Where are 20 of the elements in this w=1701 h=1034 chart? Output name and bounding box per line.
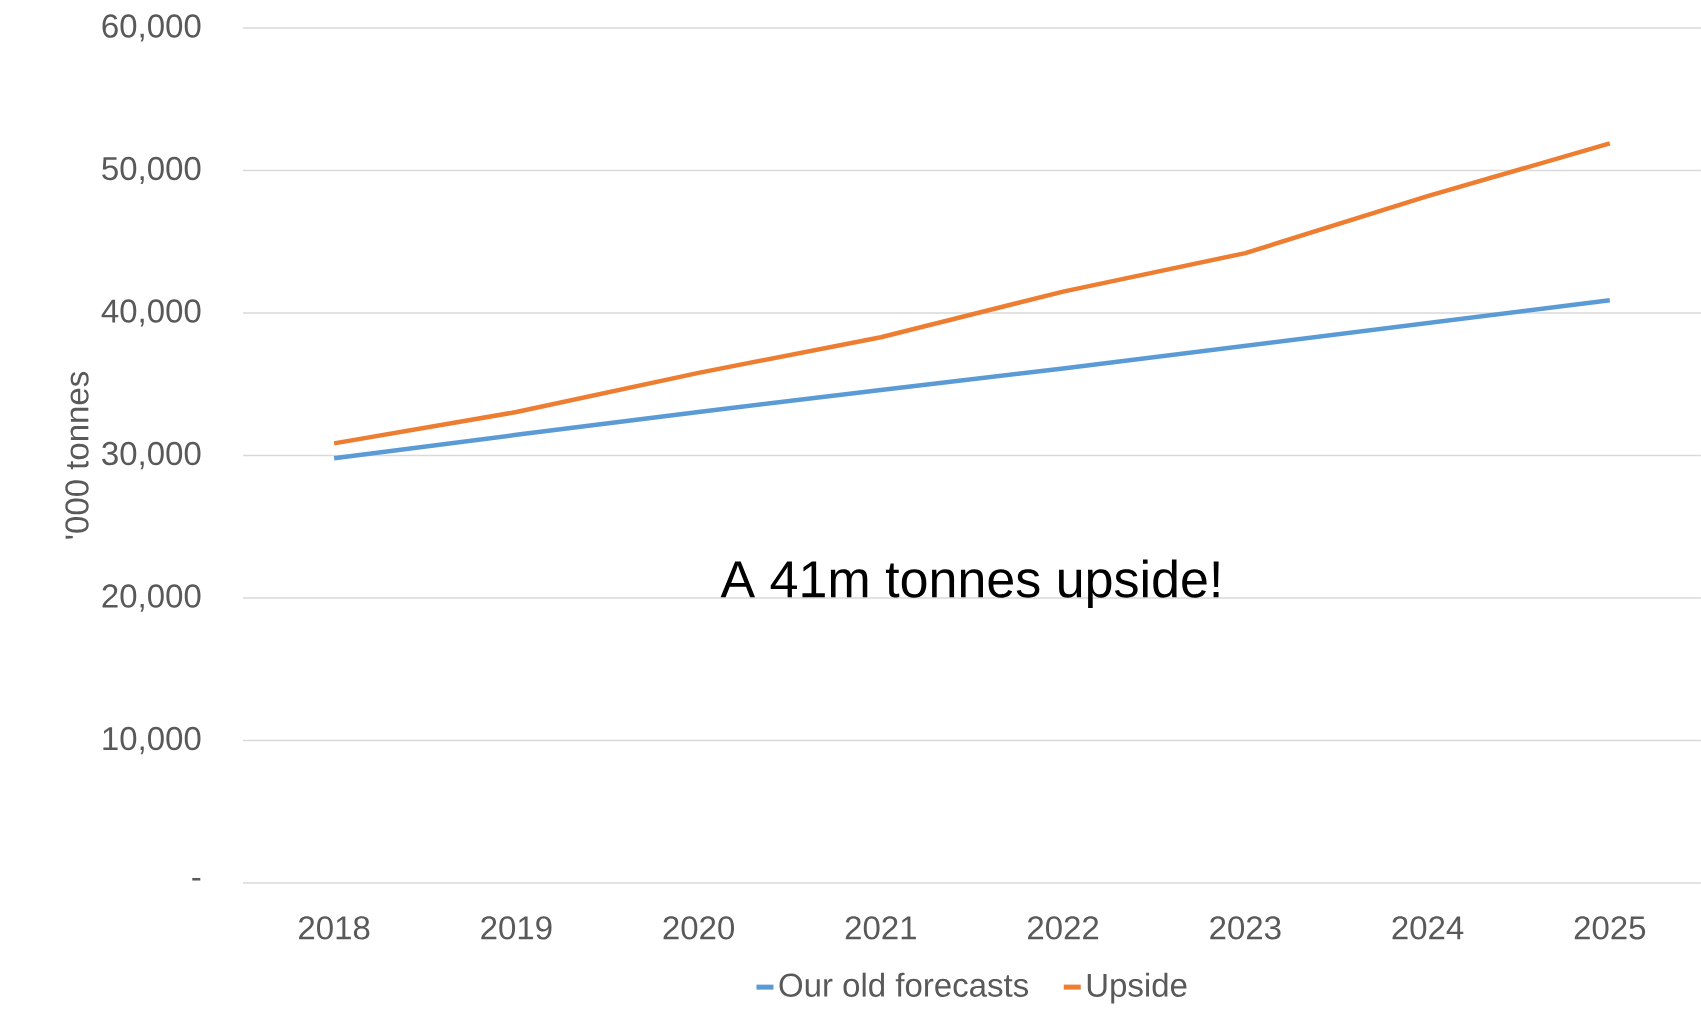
x-tick-label: 2024 — [1392, 916, 1464, 940]
x-tick-label: 2018 — [299, 916, 370, 940]
x-tick-label: 2023 — [1210, 916, 1281, 940]
y-axis-title: '000 tonnes — [65, 371, 89, 539]
annotation: A 41m tonnes upside! — [720, 559, 1219, 608]
legend-label: Upside — [1087, 972, 1187, 1004]
line-series — [331, 141, 1613, 446]
y-tick-label: 60,000 — [102, 14, 201, 42]
legend-label: Our old forecasts — [779, 972, 1029, 997]
y-tick-label: 50,000 — [102, 156, 201, 185]
y-tick-label: - — [192, 877, 201, 881]
x-tick-label: 2021 — [845, 916, 916, 940]
y-tick-label: 10,000 — [103, 726, 201, 755]
x-tick-label: 2020 — [663, 916, 734, 940]
y-tick-label: 20,000 — [102, 584, 201, 612]
y-tick-label: 40,000 — [101, 299, 201, 327]
x-tick-label: 2019 — [481, 916, 552, 940]
x-tick-label: 2022 — [1028, 916, 1099, 940]
y-tick-label: 30,000 — [102, 441, 201, 470]
x-tick-label: 2025 — [1574, 916, 1646, 940]
